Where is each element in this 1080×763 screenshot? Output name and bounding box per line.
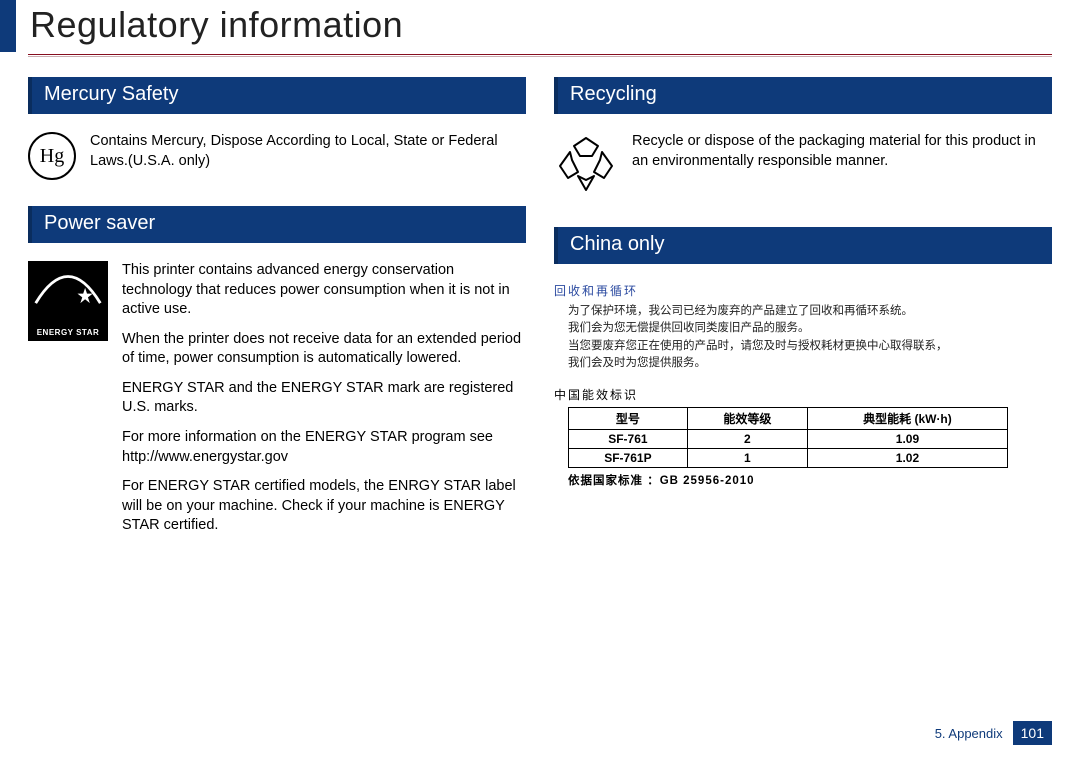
power-saver-p2: When the printer does not receive data f… bbox=[122, 330, 526, 369]
mercury-text: Contains Mercury, Dispose According to L… bbox=[90, 132, 526, 180]
table-row: 型号 能效等级 典型能耗 (kW·h) bbox=[569, 408, 1008, 430]
recycling-block: Recycle or dispose of the packaging mate… bbox=[554, 132, 1052, 201]
power-saver-p4: For more information on the ENERGY STAR … bbox=[122, 428, 526, 467]
power-saver-block: ENERGY STAR This printer contains advanc… bbox=[28, 261, 526, 546]
table-header-cell: 型号 bbox=[569, 408, 688, 430]
china-content: 回收和再循环 为了保护环境，我公司已经为废弃的产品建立了回收和再循环系统。 我们… bbox=[554, 282, 1052, 488]
horizontal-rule bbox=[28, 54, 1052, 55]
page-footer: 5. Appendix 101 bbox=[935, 721, 1052, 745]
energy-star-icon: ENERGY STAR bbox=[28, 261, 108, 546]
left-column: Mercury Safety Hg Contains Mercury, Disp… bbox=[28, 77, 526, 572]
footer-section-label: 5. Appendix bbox=[935, 726, 1003, 741]
section-heading-china: China only bbox=[554, 227, 1052, 264]
china-table-note: 依据国家标准 ：GB 25956-2010 bbox=[568, 472, 1052, 488]
recycle-icon bbox=[554, 132, 618, 201]
china-line-3: 当您要废弃您正在使用的产品时，请您及时与授权耗材更换中心取得联系， bbox=[568, 338, 1052, 355]
hg-symbol-icon: Hg bbox=[28, 132, 76, 180]
energy-star-label: ENERGY STAR bbox=[28, 328, 108, 337]
section-heading-mercury: Mercury Safety bbox=[28, 77, 526, 114]
china-line-1: 为了保护环境，我公司已经为废弃的产品建立了回收和再循环系统。 bbox=[568, 303, 1052, 320]
footer-page-number: 101 bbox=[1013, 721, 1052, 745]
mercury-block: Hg Contains Mercury, Dispose According t… bbox=[28, 132, 526, 180]
china-body-lines: 为了保护环境，我公司已经为废弃的产品建立了回收和再循环系统。 我们会为您无偿提供… bbox=[554, 303, 1052, 372]
table-cell: 2 bbox=[687, 430, 807, 449]
china-energy-table: 型号 能效等级 典型能耗 (kW·h) SF-761 2 1.09 SF-761… bbox=[568, 407, 1008, 468]
table-cell: SF-761 bbox=[569, 430, 688, 449]
section-heading-power-saver: Power saver bbox=[28, 206, 526, 243]
table-cell: 1.02 bbox=[807, 449, 1007, 468]
power-saver-p1: This printer contains advanced energy co… bbox=[122, 261, 526, 320]
table-cell: 1.09 bbox=[807, 430, 1007, 449]
right-column: Recycling Recycle or dispose of the pack… bbox=[554, 77, 1052, 572]
table-row: SF-761P 1 1.02 bbox=[569, 449, 1008, 468]
table-cell: 1 bbox=[687, 449, 807, 468]
power-saver-text: This printer contains advanced energy co… bbox=[122, 261, 526, 546]
china-line-4: 我们会及时为您提供服务。 bbox=[568, 355, 1052, 372]
table-header-cell: 典型能耗 (kW·h) bbox=[807, 408, 1007, 430]
table-cell: SF-761P bbox=[569, 449, 688, 468]
mercury-icon: Hg bbox=[28, 132, 76, 180]
table-header-cell: 能效等级 bbox=[687, 408, 807, 430]
title-accent-bar bbox=[0, 0, 16, 52]
power-saver-p5: For ENERGY STAR certified models, the EN… bbox=[122, 477, 526, 536]
china-table-title: 中国能效标识 bbox=[554, 386, 1052, 403]
recycling-text: Recycle or dispose of the packaging mate… bbox=[632, 132, 1052, 201]
section-heading-recycling: Recycling bbox=[554, 77, 1052, 114]
page-title: Regulatory information bbox=[28, 0, 1052, 46]
table-row: SF-761 2 1.09 bbox=[569, 430, 1008, 449]
china-line-2: 我们会为您无偿提供回收同类废旧产品的服务。 bbox=[568, 320, 1052, 337]
power-saver-p3: ENERGY STAR and the ENERGY STAR mark are… bbox=[122, 379, 526, 418]
china-subheader: 回收和再循环 bbox=[554, 282, 1052, 299]
title-bar-wrap: Regulatory information bbox=[28, 0, 1052, 46]
